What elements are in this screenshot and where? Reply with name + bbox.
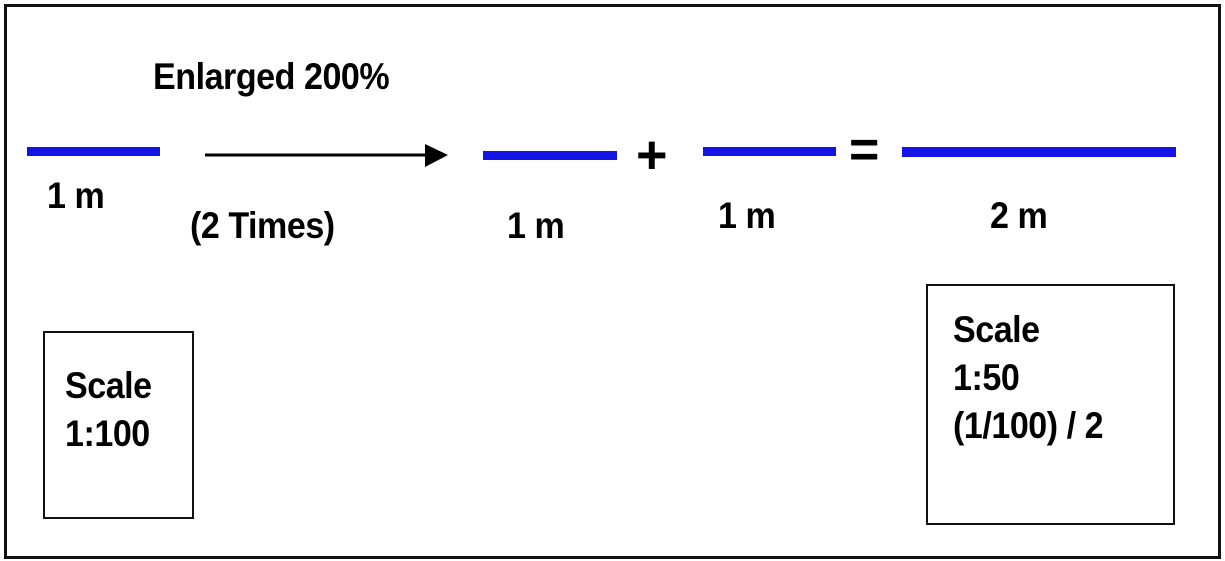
arrow-label: (2 Times) bbox=[190, 205, 335, 246]
scale-box-original: Scale 1:100 bbox=[43, 331, 194, 519]
segment-enlarged-a-label: 1 m bbox=[507, 205, 565, 246]
enlarged-title: Enlarged 200% bbox=[153, 56, 390, 97]
segment-original-label: 1 m bbox=[47, 175, 105, 216]
segment-enlarged-a bbox=[483, 151, 617, 160]
scale-box-enlarged-ratio: 1:50 bbox=[953, 357, 1020, 398]
segment-total-label: 2 m bbox=[990, 195, 1048, 236]
scale-box-enlarged-formula: (1/100) / 2 bbox=[953, 405, 1104, 446]
arrow-right-icon bbox=[205, 144, 448, 167]
scale-box-enlarged-title: Scale bbox=[953, 309, 1040, 350]
plus-sign: + bbox=[636, 125, 668, 185]
segment-original-1m bbox=[27, 147, 160, 156]
scale-box-original-ratio: 1:100 bbox=[65, 413, 150, 454]
segment-enlarged-b-label: 1 m bbox=[718, 195, 776, 236]
scale-box-original-title: Scale bbox=[65, 365, 152, 406]
segment-enlarged-b bbox=[703, 147, 836, 156]
scale-box-enlarged: Scale 1:50 (1/100) / 2 bbox=[926, 284, 1175, 525]
diagram-frame bbox=[4, 4, 1221, 559]
segment-total-2m bbox=[902, 147, 1176, 157]
equals-sign: = bbox=[849, 121, 880, 179]
